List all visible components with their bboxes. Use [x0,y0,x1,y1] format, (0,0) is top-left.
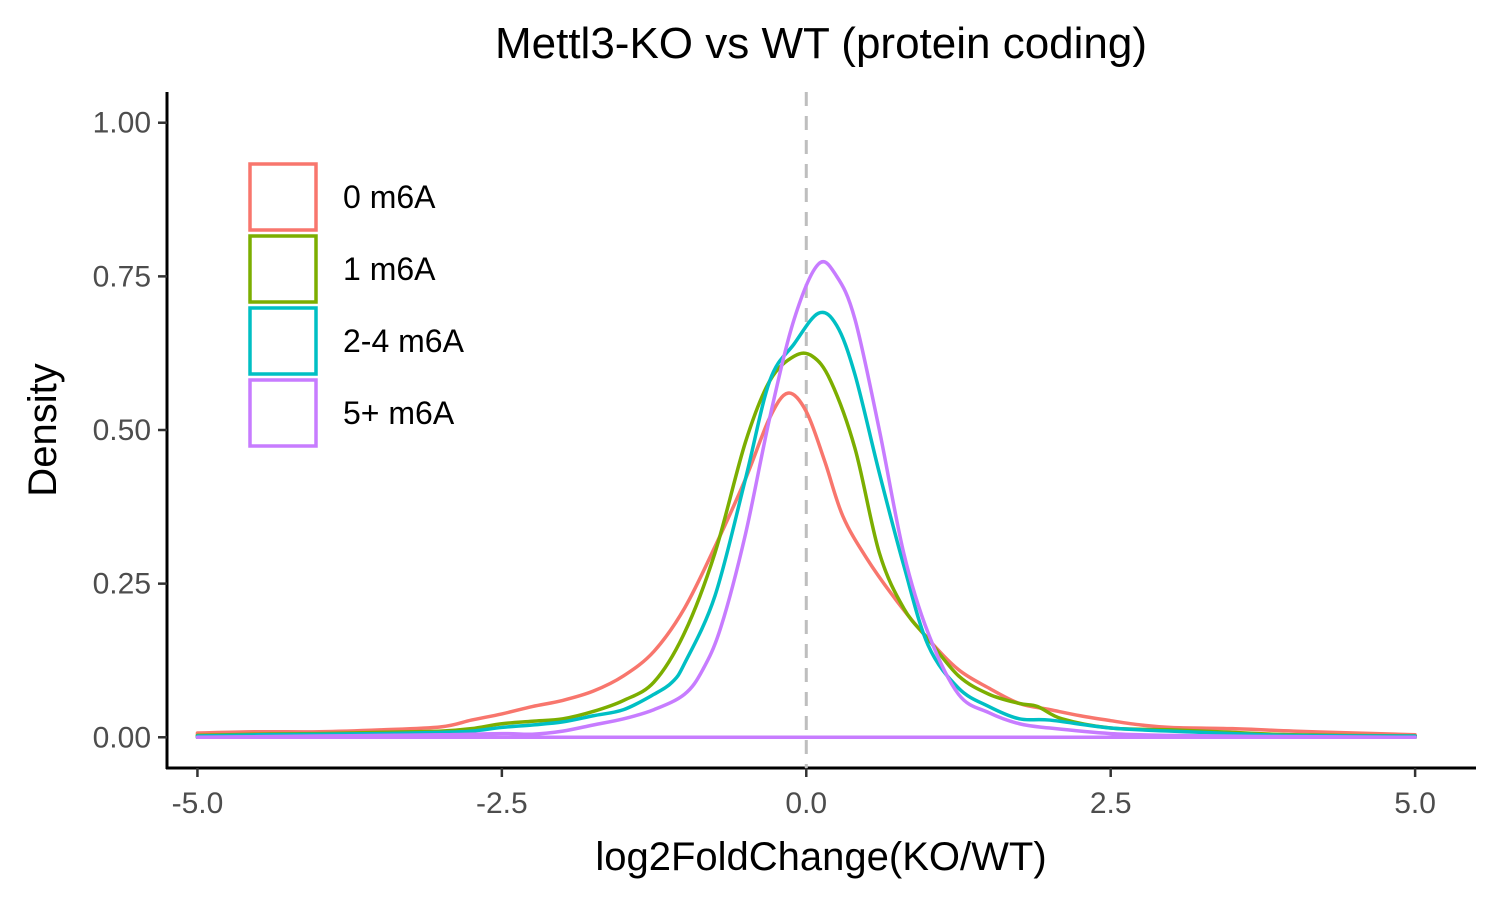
x-tick-label: -5.0 [172,787,224,820]
x-axis-title: log2FoldChange(KO/WT) [595,835,1046,879]
y-tick-label: 1.00 [93,107,151,140]
legend-label-0-m6a: 0 m6A [343,179,436,215]
y-axis-title: Density [21,363,65,496]
density-line-1-m6a [195,351,1417,740]
legend-label-2-4-m6a: 2-4 m6A [343,323,465,359]
density-line-0-m6a [195,391,1417,740]
density-line-5plus-m6a [195,259,1417,740]
legend: 0 m6A 1 m6A 2-4 m6A 5+ m6A [248,162,465,448]
x-tick-label: -2.5 [476,787,528,820]
y-tick-label: 0.25 [93,568,151,601]
y-tick-label: 0.75 [93,260,151,293]
legend-key-0-m6a [248,162,318,232]
y-tick-label: 0.00 [93,721,151,754]
density-line-2-4-m6a [195,310,1417,740]
legend-label-5plus-m6a: 5+ m6A [343,395,455,431]
legend-key-1-m6a [248,234,318,304]
legend-label-1-m6a: 1 m6A [343,251,436,287]
plot-area: 0.00 0.25 0.50 0.75 1.00 -5.0 -2.5 0.0 2.5 5.0 [93,92,1476,820]
x-tick-label: 0.0 [785,787,827,820]
x-tick-label: 5.0 [1394,787,1436,820]
legend-key-5plus-m6a [248,378,318,448]
chart-title: Mettl3-KO vs WT (protein coding) [495,19,1147,68]
y-tick-label: 0.50 [93,414,151,447]
legend-key-2-4-m6a [248,306,318,376]
x-tick-label: 2.5 [1090,787,1132,820]
